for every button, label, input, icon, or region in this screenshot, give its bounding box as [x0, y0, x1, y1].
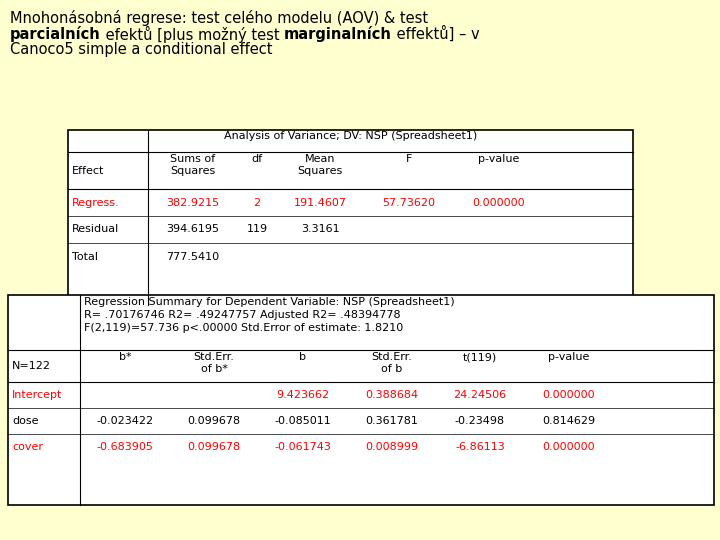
Text: 777.5410: 777.5410: [166, 252, 220, 261]
Text: Residual: Residual: [72, 225, 120, 234]
Text: 3.3161: 3.3161: [301, 225, 339, 234]
Text: Mnohonásobná regrese: test celého modelu (AOV) & test: Mnohonásobná regrese: test celého modelu…: [10, 10, 428, 26]
Text: -0.085011: -0.085011: [274, 416, 331, 426]
Text: t(119): t(119): [463, 352, 497, 362]
Text: 0.361781: 0.361781: [366, 416, 418, 426]
Text: F: F: [406, 154, 412, 164]
Bar: [8, 295, 714, 505]
Text: Intercept: Intercept: [12, 390, 63, 400]
Text: Sums of
Squares: Sums of Squares: [171, 154, 215, 176]
Text: Regress.: Regress.: [72, 198, 120, 207]
Text: df: df: [251, 154, 263, 164]
Text: Analysis of Variance; DV: NSP (Spreadsheet1): Analysis of Variance; DV: NSP (Spreadshe…: [224, 131, 477, 141]
Text: Mean
Squares: Mean Squares: [297, 154, 343, 176]
Text: b: b: [300, 352, 307, 362]
Text: parcialních: parcialních: [10, 26, 101, 42]
Text: -6.86113: -6.86113: [455, 442, 505, 452]
Text: cover: cover: [12, 442, 43, 452]
Text: 0.000000: 0.000000: [473, 198, 526, 207]
Text: 57.73620: 57.73620: [382, 198, 436, 207]
Text: 9.423662: 9.423662: [276, 390, 330, 400]
Text: 24.24506: 24.24506: [454, 390, 507, 400]
Text: 0.000000: 0.000000: [543, 442, 595, 452]
Text: 394.6195: 394.6195: [166, 225, 220, 234]
Text: Effect: Effect: [72, 165, 104, 176]
Text: dose: dose: [12, 416, 38, 426]
Text: 0.008999: 0.008999: [366, 442, 418, 452]
Text: Total: Total: [72, 252, 98, 261]
Text: p-value: p-value: [549, 352, 590, 362]
Text: 0.814629: 0.814629: [542, 416, 595, 426]
Text: Regression Summary for Dependent Variable: NSP (Spreadsheet1)
R= .70176746 R2= .: Regression Summary for Dependent Variabl…: [84, 297, 454, 333]
Text: 2: 2: [253, 198, 261, 207]
Text: efektů [plus možný test: efektů [plus možný test: [101, 26, 284, 43]
Text: marginalních: marginalních: [284, 26, 392, 42]
Text: b*: b*: [119, 352, 131, 362]
Bar: [68, 130, 633, 305]
Text: Std.Err.
of b*: Std.Err. of b*: [194, 352, 235, 374]
Text: 0.099678: 0.099678: [187, 416, 240, 426]
Text: p-value: p-value: [478, 154, 520, 164]
Text: effektů] – v: effektů] – v: [392, 26, 480, 42]
Text: -0.061743: -0.061743: [274, 442, 331, 452]
Text: 191.4607: 191.4607: [294, 198, 346, 207]
Text: N=122: N=122: [12, 361, 51, 371]
Text: -0.023422: -0.023422: [96, 416, 153, 426]
Text: -0.683905: -0.683905: [96, 442, 153, 452]
Text: Std.Err.
of b: Std.Err. of b: [372, 352, 413, 374]
Text: 119: 119: [246, 225, 268, 234]
Text: 382.9215: 382.9215: [166, 198, 220, 207]
Text: -0.23498: -0.23498: [455, 416, 505, 426]
Text: 0.099678: 0.099678: [187, 442, 240, 452]
Text: Canoco5 simple a conditional effect: Canoco5 simple a conditional effect: [10, 42, 272, 57]
Text: 0.000000: 0.000000: [543, 390, 595, 400]
Text: 0.388684: 0.388684: [366, 390, 418, 400]
